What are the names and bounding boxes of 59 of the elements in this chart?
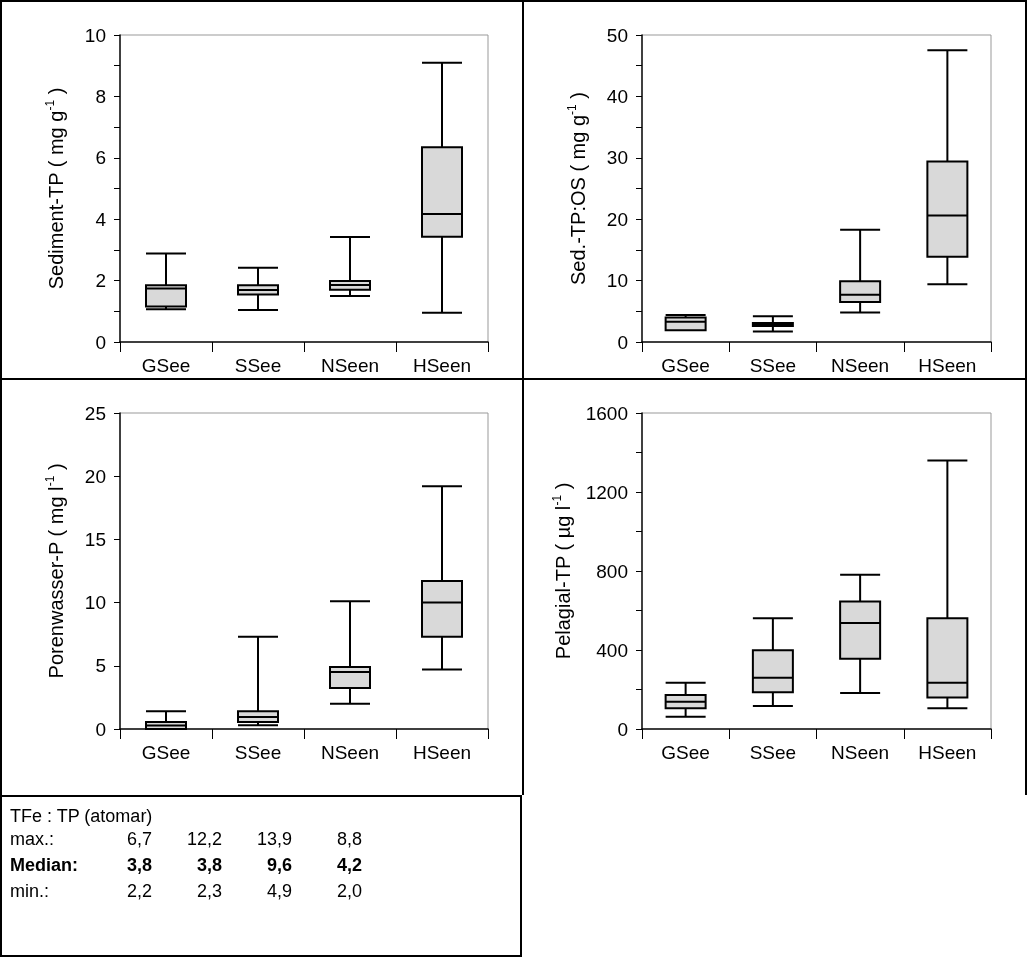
y-tick-label: 0 <box>617 331 628 353</box>
x-tick-label: NSeen <box>831 355 890 376</box>
text: 6,7 <box>125 829 152 850</box>
x-tick-label: NSeen <box>320 742 380 763</box>
y-tick-label: 0 <box>95 718 106 740</box>
text: TFe : TP (atomar) <box>10 805 154 828</box>
y-tick-label: 1600 <box>585 402 628 424</box>
text: 13,9 <box>255 829 292 850</box>
y-axis-title: Pelagial-TP ( µg l-1 ) <box>549 482 574 660</box>
text: 2,0 <box>335 881 362 902</box>
x-tick-label: HSeen <box>918 742 977 763</box>
text: min.: <box>10 881 50 902</box>
text: Median: <box>10 855 79 876</box>
y-tick-label: 10 <box>84 24 106 46</box>
y-tick-label: 40 <box>606 85 628 107</box>
x-tick-label: GSee <box>661 355 710 376</box>
text: 2,2 <box>125 881 152 902</box>
y-tick-label: 2 <box>95 270 106 292</box>
x-tick-label: HSeen <box>918 355 977 376</box>
text: 2,3 <box>195 881 222 902</box>
x-tick-label: HSeen <box>412 742 472 763</box>
y-tick-label: 50 <box>606 24 628 46</box>
text: 9,6 <box>265 855 292 876</box>
y-tick-label: 10 <box>606 270 628 292</box>
text: 8,8 <box>335 829 362 850</box>
y-axis-title: Sediment-TP ( mg g-1 ) <box>43 87 67 290</box>
x-tick-label: SSee <box>234 355 282 376</box>
y-tick-label: 10 <box>84 592 106 614</box>
y-axis-title: Sed.-TP:OS ( mg g-1 ) <box>565 92 589 285</box>
x-tick-label: GSee <box>141 742 191 763</box>
y-axis-title: Porenwasser-P ( mg l-1 ) <box>43 463 67 679</box>
y-tick-label: 30 <box>606 147 628 169</box>
x-tick-label: HSeen <box>412 355 472 376</box>
y-tick-label: 25 <box>84 402 106 424</box>
x-tick-label: SSee <box>749 355 797 376</box>
y-tick-label: 6 <box>95 147 106 169</box>
y-tick-label: 400 <box>596 639 628 661</box>
y-tick-label: 8 <box>95 85 106 107</box>
y-tick-label: 800 <box>596 560 628 582</box>
y-tick-label: 0 <box>95 331 106 353</box>
y-tick-label: 1200 <box>585 481 628 503</box>
x-tick-label: NSeen <box>320 355 380 376</box>
x-tick-label: GSee <box>661 742 710 763</box>
text: 3,8 <box>125 855 152 876</box>
y-tick-label: 20 <box>84 465 106 487</box>
y-tick-label: 20 <box>606 208 628 230</box>
text: 4,2 <box>335 855 362 876</box>
text: max.: <box>10 829 55 850</box>
y-tick-label: 0 <box>617 718 628 740</box>
x-tick-label: SSee <box>749 742 797 763</box>
text: 3,8 <box>195 855 222 876</box>
y-tick-label: 15 <box>84 528 106 550</box>
text: 12,2 <box>185 829 222 850</box>
x-tick-label: GSee <box>141 355 191 376</box>
text: 4,9 <box>265 881 292 902</box>
x-tick-label: NSeen <box>831 742 890 763</box>
y-tick-label: 5 <box>95 655 106 677</box>
y-tick-label: 4 <box>95 208 107 230</box>
x-tick-label: SSee <box>234 742 282 763</box>
